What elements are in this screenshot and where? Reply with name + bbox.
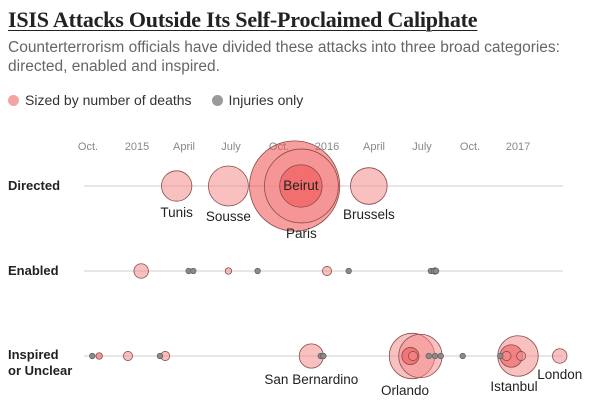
- attack-bubble: [516, 351, 527, 361]
- x-tick-label: July: [221, 141, 241, 153]
- row-label-line: Inspired: [8, 347, 59, 362]
- injury-dot: [190, 267, 197, 275]
- attack-bubble: [552, 348, 568, 364]
- attack-bubble: [208, 165, 249, 207]
- injury-dot: [431, 352, 439, 360]
- x-tick-label: 2015: [125, 141, 149, 153]
- row-label: Enabled: [8, 263, 59, 278]
- injury-dot: [254, 267, 261, 275]
- attack-bubble: [322, 266, 332, 276]
- chart-row: Enabled: [8, 263, 563, 279]
- x-tick-label: July: [412, 141, 432, 153]
- city-label: London: [537, 367, 582, 382]
- city-label: Istanbul: [490, 379, 537, 394]
- city-label: Orlando: [381, 383, 429, 398]
- injury-dot: [320, 352, 327, 360]
- x-tick-label: Oct.: [78, 141, 98, 153]
- city-label: Sousse: [206, 209, 251, 224]
- chart-title: ISIS Attacks Outside Its Self-Proclaimed…: [8, 7, 478, 32]
- row-label: Directed: [8, 178, 60, 193]
- attack-bubble: [350, 167, 388, 205]
- chart-row: Inspired or Unclear San Bernardino Orlando I…: [8, 332, 582, 398]
- attack-bubble: [133, 263, 149, 279]
- legend-sized-label: Sized by number of deaths: [25, 92, 192, 108]
- city-label: Tunis: [160, 205, 193, 220]
- attack-bubble: [122, 351, 133, 361]
- city-label: Brussels: [343, 207, 395, 222]
- x-axis-ticks: Oct.2015AprilJulyOct.2016AprilJulyOct.20…: [78, 141, 530, 153]
- attack-bubble: [279, 164, 323, 208]
- city-label: Paris: [286, 226, 317, 241]
- city-label: Beirut: [283, 178, 319, 193]
- injury-dot: [345, 267, 352, 275]
- injury-dot: [432, 267, 440, 275]
- injury-dot: [459, 352, 466, 360]
- injury-dot: [437, 352, 444, 360]
- x-tick-label: April: [173, 141, 195, 153]
- chart-rows: Directed Tunis Sousse Paris Beirut Brussels En…: [8, 140, 582, 398]
- x-tick-label: Oct.: [460, 141, 480, 153]
- legend-injuries-label: Injuries only: [228, 92, 304, 108]
- attack-bubble: [95, 352, 103, 360]
- attack-bubble: [408, 351, 419, 361]
- city-label: San Bernardino: [264, 372, 358, 387]
- attack-bubble: [161, 170, 193, 202]
- row-label: Inspired or Unclear: [8, 347, 72, 378]
- injury-dot: [497, 352, 504, 360]
- injury-dot: [425, 352, 432, 360]
- row-label-line: or Unclear: [8, 363, 72, 378]
- chart-row: Directed Tunis Sousse Paris Beirut Brussels: [8, 140, 563, 241]
- legend-injuries-swatch: [211, 94, 223, 106]
- legend-sized-swatch: [8, 94, 19, 106]
- chart-subtitle: Counterterrorism officials have divided …: [8, 39, 560, 75]
- x-tick-label: April: [363, 141, 385, 153]
- legend: Sized by number of deaths Injuries only: [8, 92, 303, 108]
- injury-dot: [156, 352, 164, 360]
- attack-bubble: [224, 267, 233, 275]
- injury-dot: [89, 352, 96, 360]
- x-tick-label: 2017: [506, 141, 530, 153]
